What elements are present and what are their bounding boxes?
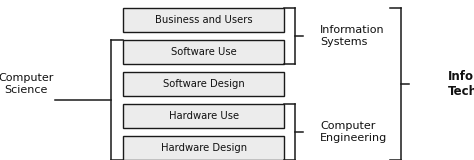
Text: Information
Technology: Information Technology <box>448 70 474 98</box>
FancyBboxPatch shape <box>123 8 284 32</box>
Text: Business and Users: Business and Users <box>155 15 253 25</box>
FancyBboxPatch shape <box>123 72 284 96</box>
FancyBboxPatch shape <box>123 136 284 160</box>
Text: Software Use: Software Use <box>171 47 237 57</box>
Text: Information
Systems: Information Systems <box>320 25 384 47</box>
Text: Software Design: Software Design <box>163 79 245 89</box>
Text: Hardware Use: Hardware Use <box>169 111 239 121</box>
FancyBboxPatch shape <box>123 104 284 128</box>
Text: Computer
Science: Computer Science <box>0 73 54 95</box>
Text: Hardware Design: Hardware Design <box>161 143 247 153</box>
Text: Computer
Engineering: Computer Engineering <box>320 121 387 143</box>
FancyBboxPatch shape <box>123 40 284 64</box>
